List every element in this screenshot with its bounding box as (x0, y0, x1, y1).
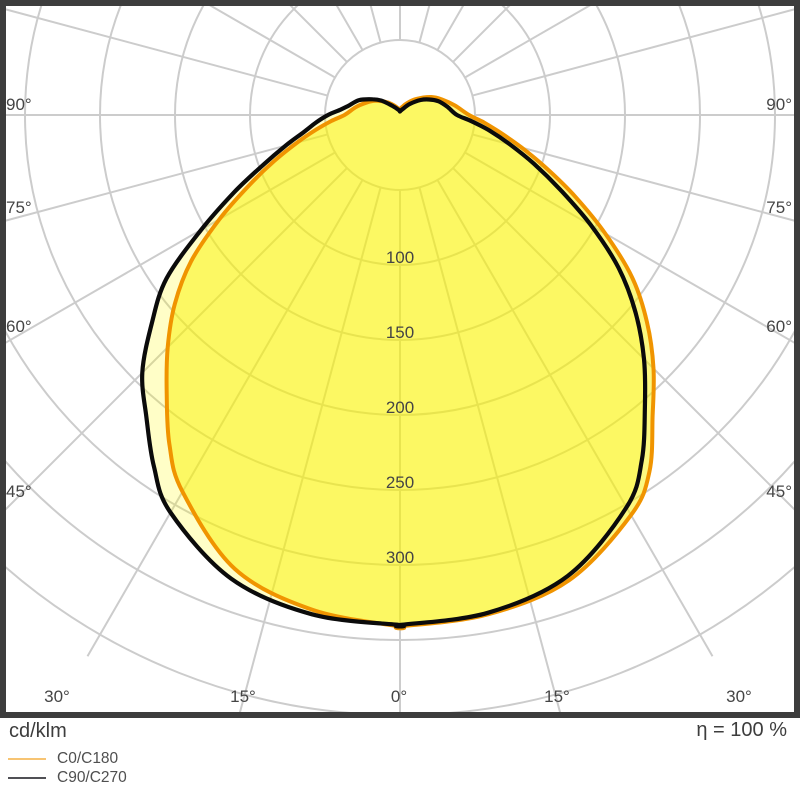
legend-item-c0-c180: C0/C180 (0, 750, 119, 767)
angle-label-bottom-30l: 30° (44, 687, 70, 706)
efficiency-label: η = 100 % (696, 719, 787, 741)
angle-label-left-90: 90° (6, 95, 32, 114)
angle-label-bottom-15l: 15° (230, 687, 256, 706)
legend-item-c90-c270: C90/C270 (0, 769, 127, 786)
angle-label-right-75: 75° (766, 198, 792, 217)
ring-label-150: 150 (385, 323, 415, 342)
legend-line-c0-icon (8, 758, 46, 760)
angle-label-left-60: 60° (6, 317, 32, 336)
ring-label-200: 200 (385, 398, 415, 417)
legend-line-c90-icon (8, 777, 46, 779)
angle-label-right-60: 60° (766, 317, 792, 336)
angle-label-right-45: 45° (766, 482, 792, 501)
legend-label-c90: C90/C270 (57, 769, 127, 786)
legend-label-c0: C0/C180 (57, 750, 119, 767)
ring-label-100: 100 (385, 248, 415, 267)
ring-label-300: 300 (385, 548, 415, 567)
angle-label-bottom-0: 0° (390, 687, 408, 706)
angle-label-left-75: 75° (6, 198, 32, 217)
angle-label-left-45: 45° (6, 482, 32, 501)
units-label: cd/klm (9, 720, 67, 742)
ring-label-250: 250 (385, 473, 415, 492)
angle-label-right-90: 90° (766, 95, 792, 114)
angle-label-bottom-15r: 15° (544, 687, 570, 706)
angle-label-bottom-30r: 30° (726, 687, 752, 706)
